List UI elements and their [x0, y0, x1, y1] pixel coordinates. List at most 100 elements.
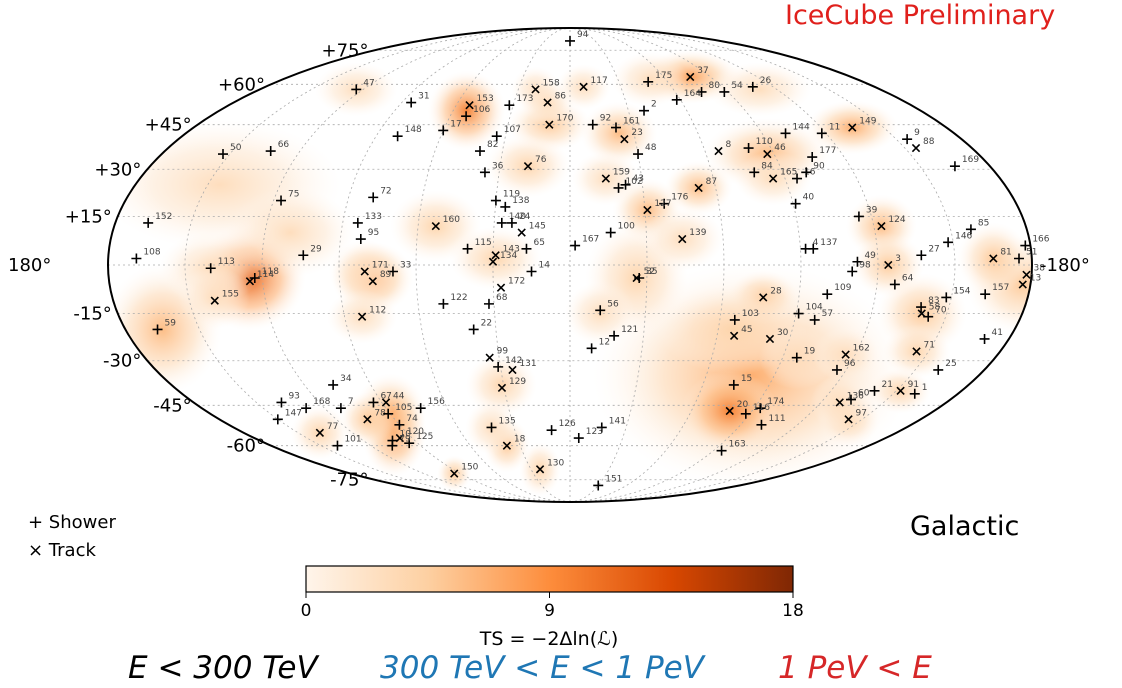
event-label: 90 — [813, 161, 825, 171]
shower-marker: 83 — [916, 296, 940, 313]
event-label: 85 — [978, 218, 989, 228]
event-label: 20 — [737, 400, 749, 410]
colorbar — [305, 565, 794, 593]
event-label: 127 — [654, 199, 671, 209]
shower-marker: 154 — [941, 286, 971, 303]
event-label: 72 — [380, 186, 391, 196]
shower-marker: 34 — [328, 374, 352, 390]
track-marker: 20 — [725, 400, 749, 416]
frame-label: Galactic — [910, 511, 1019, 542]
event-label: 149 — [859, 117, 876, 127]
shower-marker: 9 — [902, 128, 920, 145]
graticule-meridian — [338, 28, 571, 502]
shower-marker: 50 — [218, 143, 242, 160]
event-label: 89 — [380, 270, 392, 280]
event-label: 38 — [1033, 264, 1045, 274]
track-marker: 136 — [835, 391, 864, 407]
event-label: 93 — [288, 391, 299, 401]
latitude-label: -45° — [153, 395, 191, 416]
graticule-meridian — [569, 28, 725, 502]
event-label: 172 — [508, 277, 525, 287]
legend-track: × Track — [28, 540, 96, 561]
shower-marker: 100 — [605, 222, 635, 238]
shower-marker: 146 — [943, 231, 973, 248]
event-label: 177 — [819, 146, 836, 156]
track-marker: 3 — [884, 254, 901, 270]
event-label: 143 — [503, 244, 520, 254]
shower-marker: 118 — [249, 267, 279, 283]
colorbar-tick-label-9: 9 — [544, 601, 555, 621]
event-label: 40 — [803, 193, 815, 203]
track-marker: 13 — [1018, 273, 1041, 289]
event-label: 164 — [684, 89, 701, 99]
event-label: 75 — [288, 190, 299, 200]
shower-marker: 1 — [909, 383, 927, 399]
event-label: 33 — [400, 260, 411, 270]
track-marker: 78 — [363, 408, 386, 424]
shower-marker: 141 — [596, 416, 626, 433]
event-label: 8 — [726, 140, 732, 150]
track-marker: 91 — [896, 380, 919, 396]
event-label: 83 — [928, 296, 939, 306]
shower-marker: 148 — [392, 125, 422, 142]
event-label: 167 — [582, 235, 599, 245]
event-label: 138 — [512, 196, 529, 206]
shower-marker: 36 — [479, 161, 504, 178]
shower-marker: 94 — [565, 30, 589, 46]
shower-marker: 102 — [613, 177, 643, 193]
event-label: 161 — [623, 117, 640, 127]
track-marker: 71 — [912, 340, 935, 356]
shower-marker: 54 — [719, 81, 743, 97]
graticule-meridian — [569, 28, 956, 502]
latitude-label: +15° — [65, 206, 112, 227]
track-marker: 97 — [844, 408, 867, 424]
event-label: 96 — [844, 359, 856, 369]
event-label: 95 — [368, 228, 379, 238]
shower-marker: 49 — [852, 251, 876, 267]
event-label: 51 — [1026, 248, 1037, 258]
track-marker: 114 — [245, 270, 274, 286]
event-label: 106 — [473, 105, 490, 115]
shower-marker: 137 — [808, 238, 837, 254]
track-marker: 145 — [517, 222, 546, 237]
shower-marker: 27 — [916, 244, 940, 261]
event-label: 160 — [443, 215, 460, 225]
event-label: 76 — [535, 155, 547, 165]
shower-marker: 84 — [749, 161, 773, 178]
event-label: 28 — [770, 286, 782, 296]
shower-marker: 26 — [747, 76, 772, 92]
shower-marker: 11 — [816, 122, 840, 139]
event-label: 56 — [607, 299, 619, 309]
event-label: 59 — [165, 318, 177, 328]
track-marker: 129 — [497, 377, 526, 393]
track-marker: 171 — [360, 260, 389, 276]
event-label: 3 — [895, 254, 901, 264]
event-label: 129 — [509, 377, 526, 387]
shower-marker: 151 — [593, 474, 622, 491]
event-label: 31 — [418, 92, 429, 102]
ts-hotspot — [226, 187, 354, 278]
shower-marker: 39 — [853, 205, 878, 222]
track-marker: 99 — [485, 347, 508, 362]
shower-marker: 92 — [587, 114, 611, 130]
shower-marker: 140 — [496, 212, 526, 228]
shower-marker: 173 — [504, 94, 534, 111]
event-label: 68 — [496, 293, 508, 303]
shower-marker: 126 — [546, 419, 576, 436]
event-label: 107 — [504, 125, 521, 135]
event-label: 147 — [285, 408, 302, 418]
event-label: 86 — [555, 92, 567, 102]
shower-marker: 121 — [609, 325, 638, 341]
track-marker: 18 — [502, 435, 526, 450]
event-label: 136 — [847, 391, 864, 401]
shower-marker: 110 — [743, 137, 773, 154]
track-marker: 88 — [911, 137, 935, 153]
shower-marker: 21 — [869, 380, 893, 396]
shower-marker: 161 — [611, 117, 640, 133]
shower-marker: 105 — [383, 403, 412, 419]
graticule-meridian — [492, 28, 571, 502]
event-label: 77 — [327, 422, 338, 432]
event-label: 104 — [806, 303, 823, 313]
